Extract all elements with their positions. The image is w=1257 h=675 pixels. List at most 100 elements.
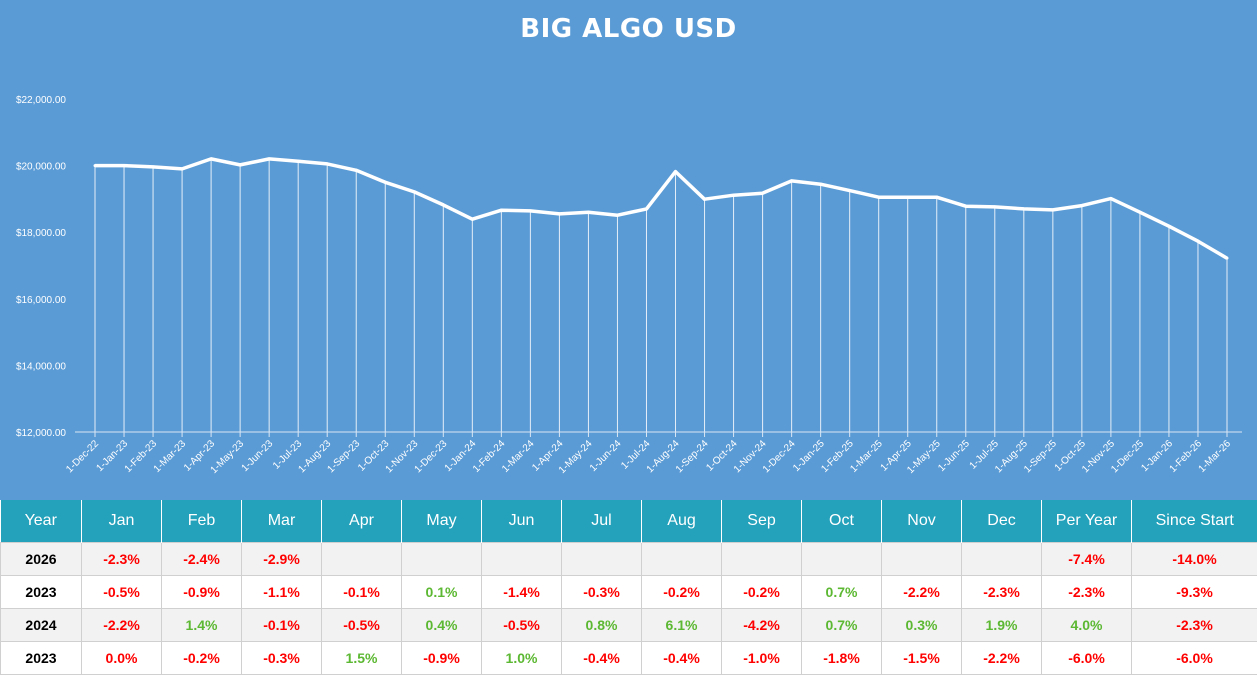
column-header: Aug — [641, 500, 722, 543]
x-tick-label: 1-Sep-25 — [1022, 438, 1059, 475]
return-cell: -0.3% — [241, 641, 322, 675]
return-cell — [721, 542, 802, 576]
y-tick-label: $22,000.00 — [16, 95, 66, 106]
y-tick-label: $18,000.00 — [16, 228, 66, 239]
data-point — [761, 191, 765, 195]
data-point — [790, 179, 794, 183]
data-point — [1225, 256, 1229, 260]
series-line — [95, 157, 1228, 260]
return-cell: -0.4% — [641, 641, 722, 675]
return-cell: -0.5% — [321, 608, 402, 642]
return-cell: 4.0% — [1041, 608, 1132, 642]
return-cell: -0.1% — [241, 608, 322, 642]
y-axis: $12,000.00 $14,000.00 $16,000.00 $18,000.00… — [16, 95, 66, 439]
x-tick-label: 1-Mar-23 — [152, 438, 189, 475]
data-point — [499, 208, 503, 212]
return-cell: -6.0% — [1131, 641, 1257, 675]
column-header: Year — [0, 500, 82, 543]
data-point — [412, 190, 416, 194]
table-body: 2026 -2.3% -2.4% -2.9% -7.4% -14.0% 2023 -0.5% -… — [0, 542, 1257, 675]
data-point — [557, 212, 561, 216]
return-cell: -0.1% — [321, 575, 402, 609]
return-cell: -2.3% — [81, 542, 162, 576]
return-cell: -1.4% — [481, 575, 562, 609]
return-cell: 0.7% — [801, 608, 882, 642]
data-point — [1080, 204, 1084, 208]
return-cell: -6.0% — [1041, 641, 1132, 675]
data-point — [1022, 207, 1026, 211]
y-tick-label: $20,000.00 — [16, 162, 66, 173]
chart-area: BIG ALGO USD $12,000.00 $14,000.00 $16,000… — [0, 0, 1257, 500]
column-header: Oct — [801, 500, 882, 543]
data-point — [238, 163, 242, 167]
column-header: Nov — [881, 500, 962, 543]
data-point — [819, 182, 823, 186]
data-point — [877, 195, 881, 199]
return-cell: -2.2% — [961, 641, 1042, 675]
column-header: May — [401, 500, 482, 543]
return-cell: -0.2% — [161, 641, 242, 675]
return-cell: -1.8% — [801, 641, 882, 675]
x-tick-label: 1-Jun-23 — [240, 438, 276, 474]
return-cell: -2.4% — [161, 542, 242, 576]
data-point — [151, 165, 155, 169]
data-point — [1167, 224, 1171, 228]
data-point — [122, 164, 126, 168]
table-row: 2024 -2.2% 1.4% -0.1% -0.5% 0.4% -0.5% 0.8% 6.1%… — [0, 608, 1257, 642]
drop-lines — [94, 158, 1228, 432]
year-cell: 2026 — [0, 542, 82, 576]
x-tick-label: 1-Sep-24 — [674, 438, 711, 475]
y-tick-label: $14,000.00 — [16, 361, 66, 372]
return-cell: -1.5% — [881, 641, 962, 675]
performance-table: Year Jan Feb Mar Apr May Jun Jul Aug Sep Oct Nov Dec… — [0, 500, 1257, 675]
data-point — [267, 157, 271, 161]
return-cell: -2.3% — [1131, 608, 1257, 642]
return-cell — [401, 542, 482, 576]
return-cell: -2.3% — [961, 575, 1042, 609]
return-cell: -0.5% — [81, 575, 162, 609]
return-cell: -2.9% — [241, 542, 322, 576]
data-point — [1138, 210, 1142, 214]
data-point — [209, 157, 213, 161]
table-row: 2023 -0.5% -0.9% -1.1% -0.1% 0.1% -1.4% -0.3% -0… — [0, 575, 1257, 609]
data-point — [325, 162, 329, 166]
x-tick-label: 1-Dec-23 — [413, 438, 450, 475]
data-point — [528, 209, 532, 213]
return-cell: -1.0% — [721, 641, 802, 675]
return-cell: 0.3% — [881, 608, 962, 642]
data-point — [964, 204, 968, 208]
y-tick-label: $12,000.00 — [16, 428, 66, 439]
return-cell: 6.1% — [641, 608, 722, 642]
data-point — [180, 167, 184, 171]
x-tick-label: 1-Dec-25 — [1109, 438, 1146, 475]
return-cell: 0.4% — [401, 608, 482, 642]
return-cell: 1.4% — [161, 608, 242, 642]
data-point — [1051, 208, 1055, 212]
data-point — [848, 189, 852, 193]
return-cell: 1.5% — [321, 641, 402, 675]
return-cell: -0.9% — [161, 575, 242, 609]
y-tick-label: $16,000.00 — [16, 295, 66, 306]
column-header: Dec — [961, 500, 1042, 543]
data-point — [644, 207, 648, 211]
chart-title: BIG ALGO USD — [520, 14, 737, 44]
return-cell: 0.8% — [561, 608, 642, 642]
column-header: Jan — [81, 500, 162, 543]
return-cell: -1.1% — [241, 575, 322, 609]
year-cell: 2023 — [0, 575, 82, 609]
data-point — [1109, 197, 1113, 201]
data-point — [615, 213, 619, 217]
return-cell: 0.0% — [81, 641, 162, 675]
table-row: 2026 -2.3% -2.4% -2.9% -7.4% -14.0% — [0, 542, 1257, 576]
return-cell: -0.3% — [561, 575, 642, 609]
data-point — [441, 203, 445, 207]
return-cell — [561, 542, 642, 576]
x-tick-label: 1-Jun-25 — [936, 438, 972, 474]
data-point — [586, 210, 590, 214]
return-cell: -2.2% — [881, 575, 962, 609]
return-cell: -0.5% — [481, 608, 562, 642]
return-cell: -7.4% — [1041, 542, 1132, 576]
return-cell: -0.9% — [401, 641, 482, 675]
data-point — [383, 180, 387, 184]
return-cell: 0.1% — [401, 575, 482, 609]
